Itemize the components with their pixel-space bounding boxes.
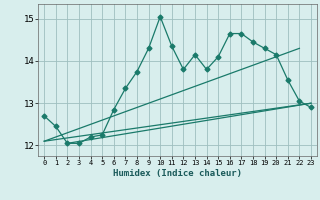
X-axis label: Humidex (Indice chaleur): Humidex (Indice chaleur) xyxy=(113,169,242,178)
